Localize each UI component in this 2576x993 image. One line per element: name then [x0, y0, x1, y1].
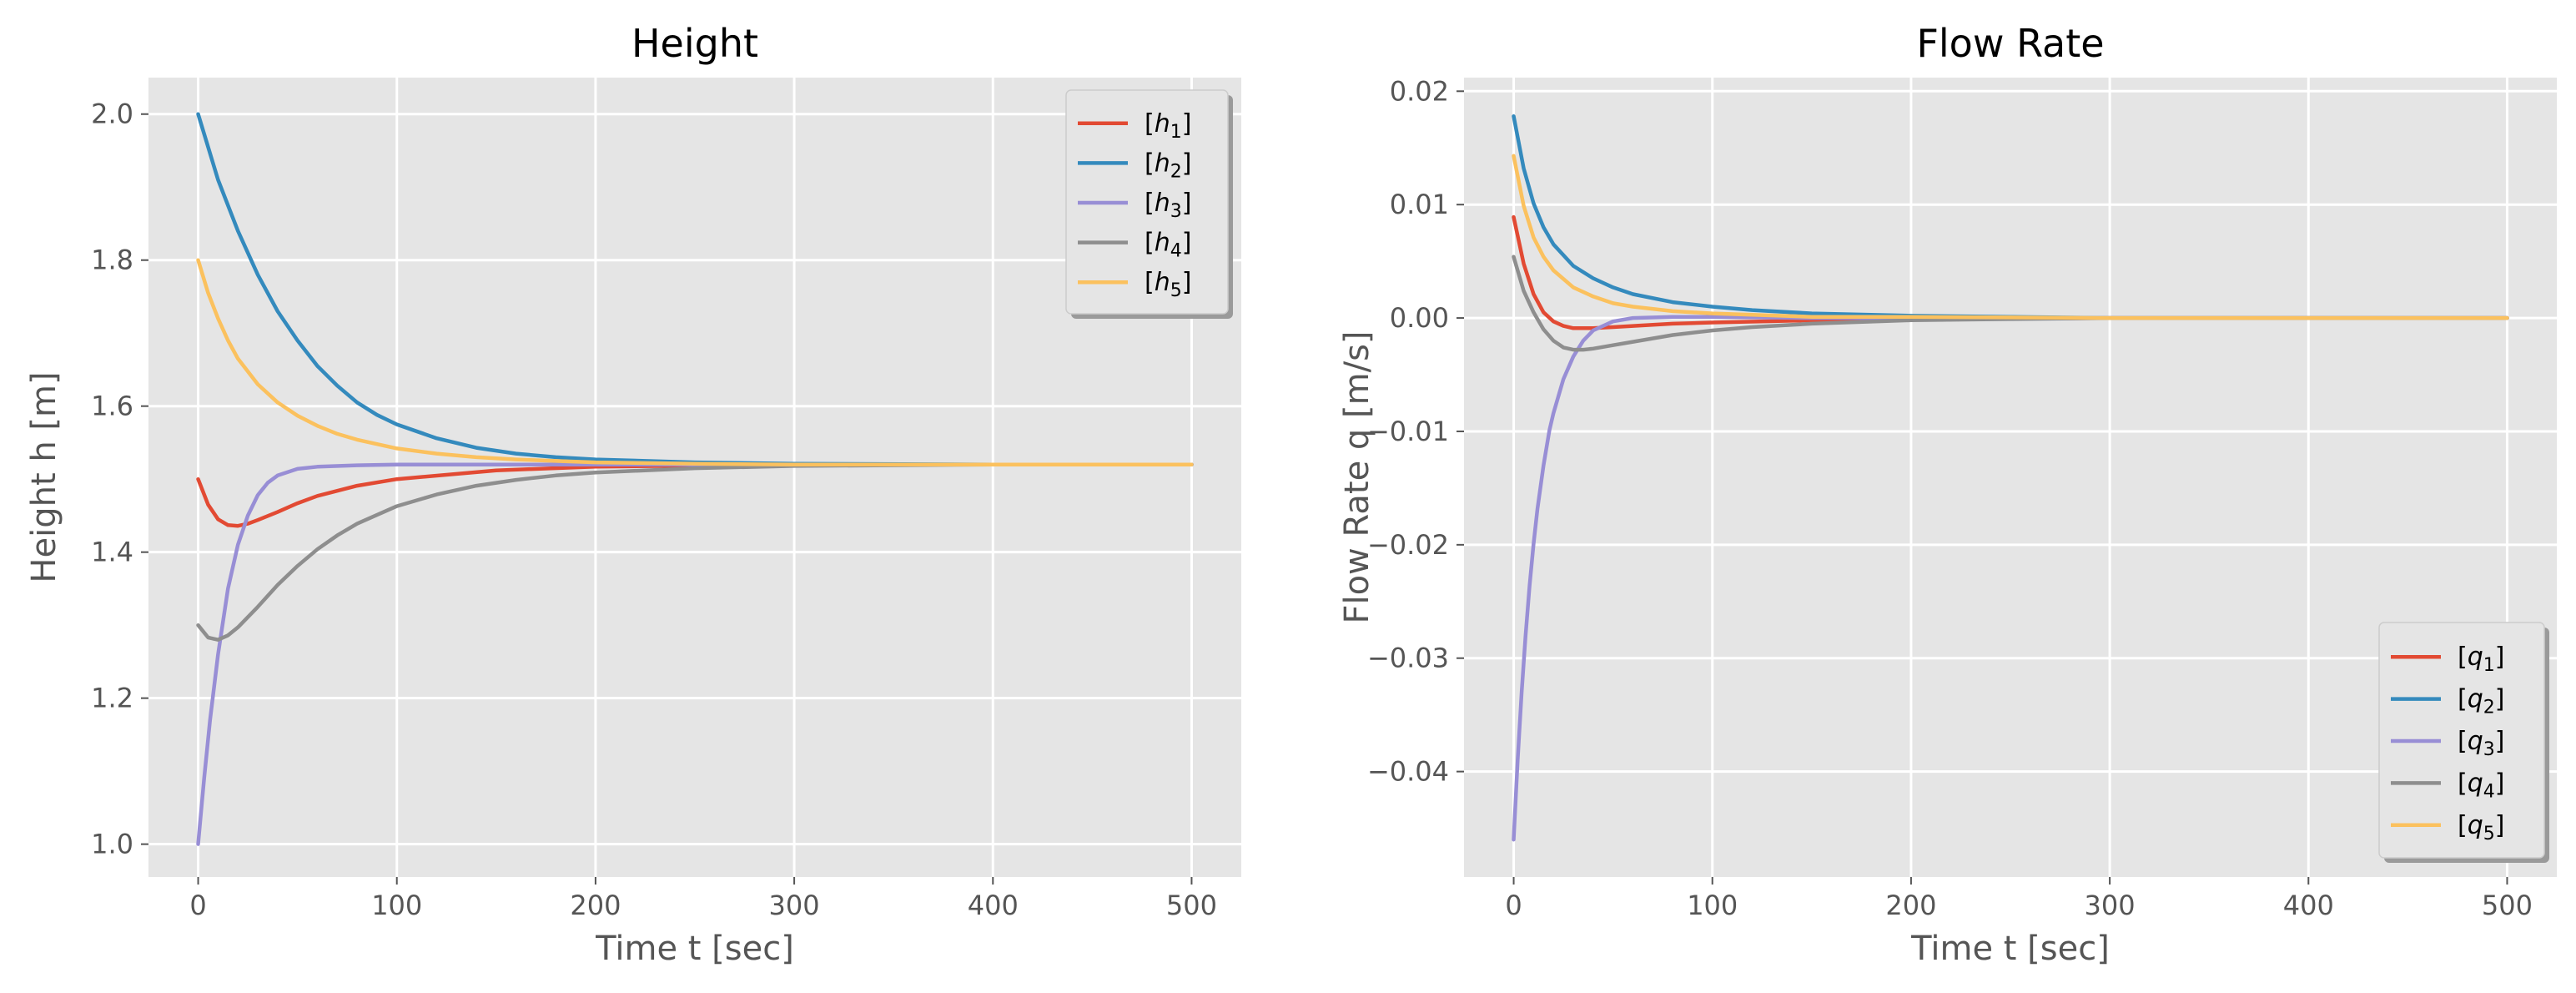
height-legend-box	[1065, 89, 1229, 315]
height-x-tick-label: 400	[968, 890, 1019, 921]
height-legend-label-5: [h5]	[1145, 268, 1191, 301]
flow-rate-x-ticks: 0 100 200 300 400 500	[1505, 877, 2533, 921]
height-y-tick-label: 2.0	[91, 98, 133, 130]
flow-rate-y-tick-label: −0.02	[1367, 529, 1449, 561]
height-x-ticks: 0 100 200 300 400 500	[189, 877, 1217, 921]
height-series-line-4	[196, 462, 1194, 642]
height-y-axis-label: Height h [m]	[25, 371, 63, 582]
height-x-tick-label: 300	[769, 890, 820, 921]
flow-rate-y-tick-label: −0.03	[1367, 643, 1449, 674]
flow-rate-legend-label-4: [q4]	[2458, 769, 2504, 802]
flow-rate-chart-title: Flow Rate	[1916, 21, 2104, 66]
flow-rate-x-tick-label: 100	[1687, 890, 1738, 921]
height-series-line-3	[196, 462, 1194, 846]
height-chart-title: Height	[631, 21, 758, 66]
height-x-tick-label: 500	[1166, 890, 1217, 921]
flow-rate-series-line-5	[1512, 154, 2509, 320]
height-legend-label-4: [h4]	[1145, 229, 1191, 262]
flow-rate-legend-label-3: [q3]	[2458, 727, 2504, 760]
flow-rate-legend: [q1] [q2] [q3] [q4] [q5]	[2378, 622, 2549, 863]
flow-rate-lines	[1512, 113, 2509, 842]
height-y-tick-label: 1.0	[91, 829, 133, 860]
flow-rate-legend-box	[2378, 622, 2545, 859]
height-y-tick-label: 1.8	[91, 244, 133, 276]
flow-rate-legend-label-5: [q5]	[2458, 811, 2504, 844]
flow-rate-x-tick-label: 0	[1505, 890, 1522, 921]
flow-rate-x-tick-label: 300	[2085, 890, 2136, 921]
height-y-tick-label: 1.6	[91, 391, 133, 422]
flow-rate-series-line-4	[1512, 255, 2509, 352]
height-x-tick-label: 200	[570, 890, 621, 921]
height-plot-area	[148, 78, 1241, 877]
height-legend-label-2: [h2]	[1145, 149, 1191, 182]
flow-rate-y-ticks: −0.04 −0.03 −0.02 −0.01 0.00 0.01 0.02	[1367, 75, 1464, 788]
flow-rate-x-axis-label: Time t [sec]	[1910, 930, 2110, 968]
flow-rate-y-tick-label: −0.04	[1367, 756, 1449, 788]
height-lines	[196, 112, 1194, 846]
flow-rate-chart: 0 100 200 300 400 500 −0.04 −0.03 −0.02 −0.01 0.0…	[1338, 21, 2557, 968]
flow-rate-y-tick-label: −0.01	[1367, 416, 1449, 447]
flow-rate-y-tick-label: 0.01	[1390, 189, 1449, 220]
flow-rate-y-axis-label: Flow Rate q [m/s]	[1338, 330, 1376, 623]
height-series-line-5	[196, 258, 1194, 466]
flow-rate-legend-label-1: [q1]	[2458, 643, 2504, 676]
height-x-tick-label: 0	[189, 890, 206, 921]
height-legend: [h1] [h2] [h3] [h4] [h5]	[1065, 89, 1233, 319]
height-x-tick-label: 100	[371, 890, 422, 921]
height-y-tick-label: 1.2	[91, 683, 133, 714]
flow-rate-plot-area	[1464, 78, 2557, 877]
height-x-axis-label: Time t [sec]	[595, 930, 794, 968]
flow-rate-y-tick-label: 0.00	[1390, 302, 1449, 334]
flow-rate-x-tick-label: 400	[2283, 890, 2334, 921]
flow-rate-grid	[1464, 78, 2557, 877]
flow-rate-x-tick-label: 500	[2482, 890, 2533, 921]
height-legend-label-1: [h1]	[1145, 109, 1191, 143]
height-chart: 0 100 200 300 400 500 1.0 1.2 1.4 1.6 1.8 2.0 Heig…	[25, 21, 1241, 968]
flow-rate-y-tick-label: 0.02	[1390, 75, 1449, 107]
flow-rate-x-tick-label: 200	[1885, 890, 1936, 921]
height-y-ticks: 1.0 1.2 1.4 1.6 1.8 2.0	[91, 98, 148, 860]
height-y-tick-label: 1.4	[91, 537, 133, 568]
height-legend-label-3: [h3]	[1145, 189, 1191, 222]
flow-rate-legend-label-2: [q2]	[2458, 685, 2504, 718]
